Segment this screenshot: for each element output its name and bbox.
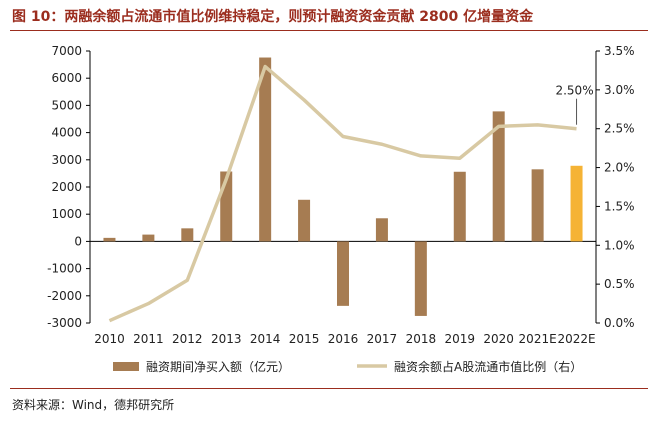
bar: [375, 218, 388, 242]
ratio-line: [108, 64, 577, 323]
bar: [570, 165, 583, 242]
left-tick-label: 7000: [51, 44, 82, 58]
left-tick-label: 5000: [51, 98, 82, 112]
legend-line-label: 融资余额占A股流通市值比例（右）: [394, 359, 582, 374]
x-tick-label: 2011: [133, 332, 164, 346]
bar: [142, 234, 155, 242]
source-note: 资料来源：Wind，德邦研究所: [12, 398, 175, 412]
x-tick-label: 2010: [94, 332, 125, 346]
right-tick-label: 0.0%: [604, 316, 635, 330]
left-tick-label: -1000: [47, 262, 82, 276]
left-tick-label: -2000: [47, 289, 82, 303]
bar: [298, 199, 311, 242]
x-tick-label: 2018: [406, 332, 437, 346]
left-tick-label: -3000: [47, 316, 82, 330]
x-tick-label: 2015: [289, 332, 320, 346]
bar: [453, 171, 466, 242]
x-tick-label: 2021E: [519, 332, 557, 346]
x-tick-label: 2017: [367, 332, 398, 346]
legend-bar-swatch: [113, 362, 139, 371]
x-tick-label: 2016: [328, 332, 359, 346]
legend-bar-label: 融资期间净买入额（亿元）: [146, 359, 290, 374]
x-tick-label: 2012: [172, 332, 203, 346]
right-tick-label: 2.0%: [604, 161, 635, 175]
right-tick-label: 1.0%: [604, 238, 635, 252]
bar: [259, 57, 272, 242]
bar: [414, 241, 427, 316]
title-divider: [10, 30, 648, 31]
x-tick-label: 2022E: [557, 332, 595, 346]
bar: [492, 111, 505, 242]
right-tick-label: 2.5%: [604, 122, 635, 136]
left-tick-label: 4000: [51, 126, 82, 140]
x-tick-label: 2013: [211, 332, 242, 346]
bar: [103, 237, 116, 242]
bar: [531, 169, 544, 242]
bar: [181, 228, 194, 242]
x-tick-label: 2019: [444, 332, 475, 346]
annotation-label: 2.50%: [555, 84, 593, 98]
left-tick-label: 1000: [51, 207, 82, 221]
chart-title: 图 10：两融余额占流通市值比例维持稳定，则预计融资资金贡献 2800 亿增量资…: [12, 9, 534, 25]
footer-divider: [10, 388, 648, 389]
right-tick-label: 0.5%: [604, 277, 635, 291]
x-tick-label: 2014: [250, 332, 281, 346]
right-tick-label: 1.5%: [604, 199, 635, 213]
left-tick-label: 3000: [51, 153, 82, 167]
right-tick-label: 3.0%: [604, 83, 635, 97]
left-tick-label: 0: [74, 234, 82, 248]
left-tick-label: 6000: [51, 71, 82, 85]
x-tick-label: 2020: [483, 332, 514, 346]
right-tick-label: 3.5%: [604, 44, 635, 58]
left-tick-label: 2000: [51, 180, 82, 194]
bar: [337, 241, 349, 306]
